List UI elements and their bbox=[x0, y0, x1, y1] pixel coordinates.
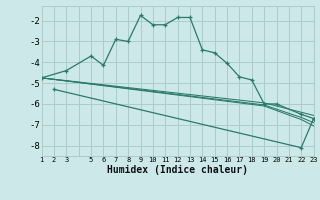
X-axis label: Humidex (Indice chaleur): Humidex (Indice chaleur) bbox=[107, 165, 248, 175]
